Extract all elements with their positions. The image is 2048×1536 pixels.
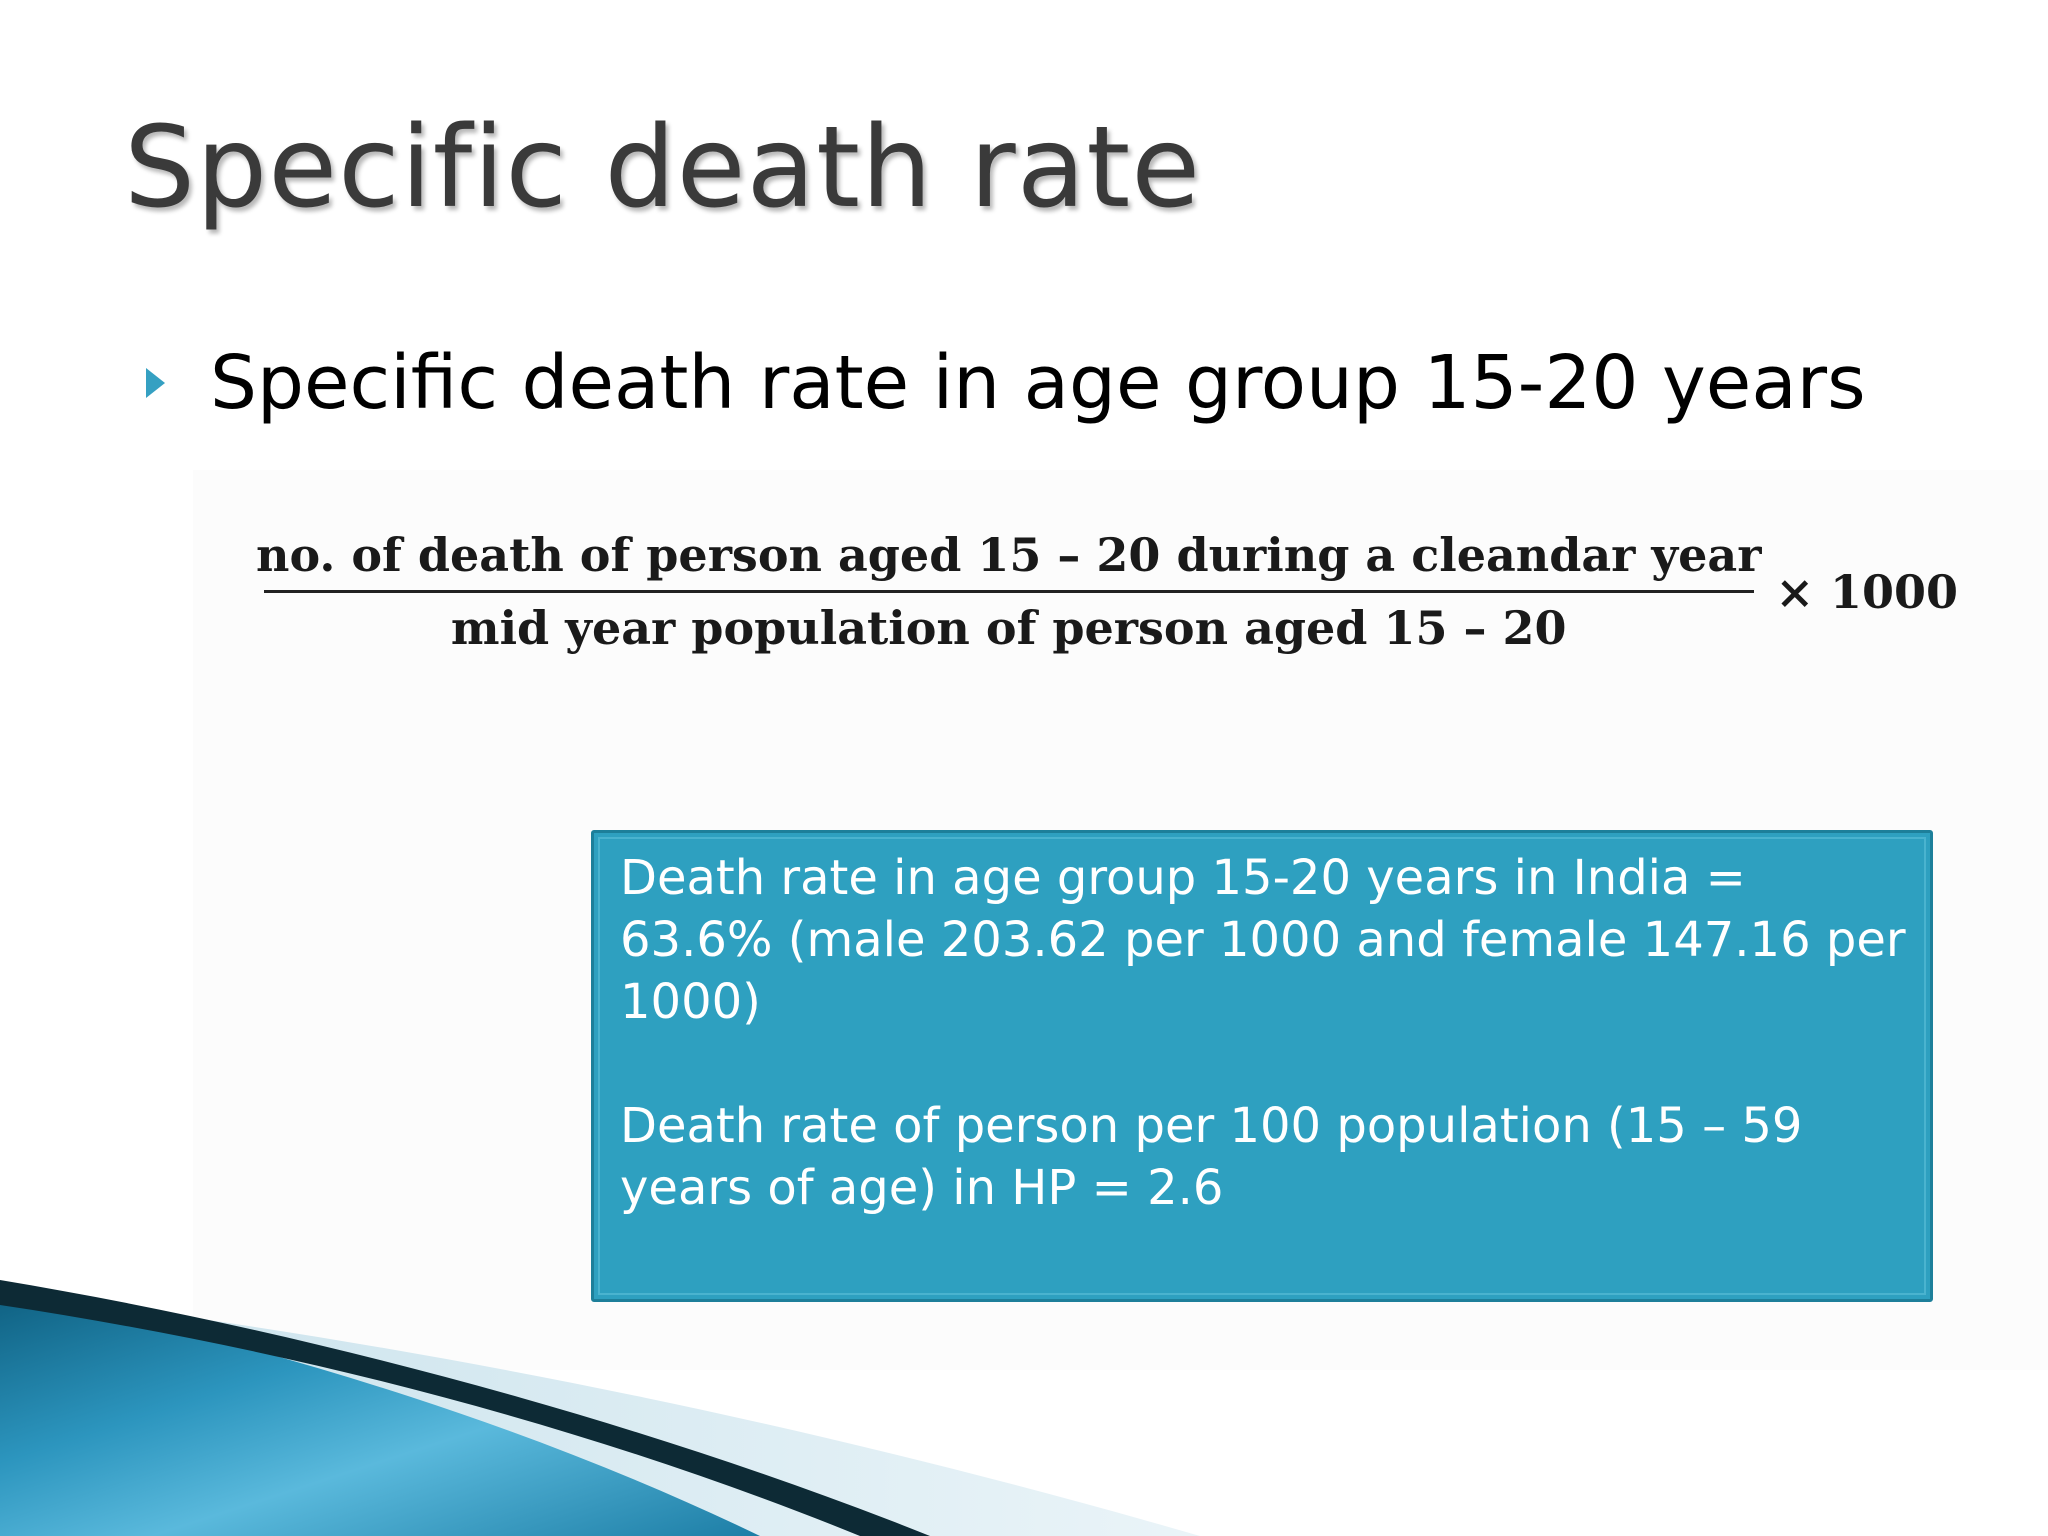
info-paragraph-hp: Death rate of person per 100 population … [620,1098,1803,1216]
info-paragraph-india: Death rate in age group 15-20 years in I… [620,850,1906,1030]
bullet-item: Specific death rate in age group 15-20 y… [146,338,1866,428]
slide-title: Specific death rate [124,103,1202,233]
swoosh-blue-band [0,1290,760,1536]
decorative-swoosh [0,1280,1200,1536]
bullet-text: Specific death rate in age group 15-20 y… [210,340,1866,426]
formula-fraction: no. of death of person aged 15 – 20 duri… [256,526,1761,657]
death-rate-formula: no. of death of person aged 15 – 20 duri… [256,526,1958,657]
info-box: Death rate in age group 15-20 years in I… [591,830,1933,1302]
fraction-bar [263,590,1754,593]
formula-numerator: no. of death of person aged 15 – 20 duri… [256,528,1762,582]
formula-multiplier: × 1000 [1775,564,1959,619]
swoosh-dark-stripe [0,1280,930,1536]
triangle-bullet-icon [146,368,165,398]
formula-denominator: mid year population of person aged 15 – … [450,601,1567,655]
